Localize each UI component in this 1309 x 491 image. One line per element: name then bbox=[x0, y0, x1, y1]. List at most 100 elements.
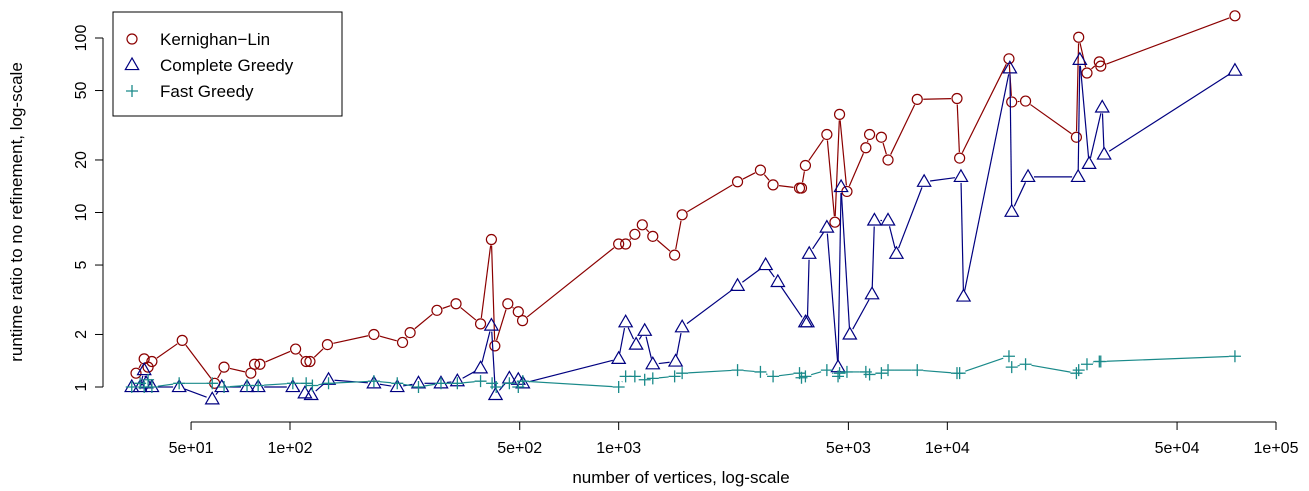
data-point bbox=[412, 381, 425, 393]
data-point bbox=[300, 355, 312, 368]
series-line-segment bbox=[498, 382, 506, 391]
y-tick-label: 20 bbox=[73, 151, 90, 169]
series-line-segment bbox=[1101, 113, 1105, 149]
series-line-segment bbox=[871, 226, 875, 289]
series-line-segment bbox=[424, 383, 436, 387]
data-point bbox=[1070, 367, 1083, 380]
series-line-segment bbox=[157, 383, 174, 387]
series-line-segment bbox=[780, 286, 803, 318]
data-point bbox=[842, 326, 858, 340]
data-point bbox=[754, 365, 767, 378]
x-tick-label: 1e+05 bbox=[1254, 440, 1299, 457]
series-line-segment bbox=[215, 391, 219, 395]
data-point bbox=[799, 314, 816, 328]
data-point bbox=[138, 375, 154, 389]
data-point bbox=[171, 378, 187, 393]
x-tick-label: 5e+01 bbox=[169, 440, 214, 457]
legend-box bbox=[112, 11, 343, 117]
series-line-segment bbox=[403, 383, 413, 387]
data-point bbox=[289, 343, 302, 355]
series-line-segment bbox=[528, 380, 613, 388]
data-point bbox=[866, 212, 883, 226]
data-point bbox=[218, 361, 230, 373]
series-line-segment bbox=[265, 350, 291, 363]
series-line-segment bbox=[763, 174, 770, 181]
data-point bbox=[1094, 355, 1107, 368]
series-line-segment bbox=[826, 140, 835, 217]
data-point bbox=[676, 367, 689, 380]
data-point bbox=[1020, 168, 1036, 183]
data-point bbox=[391, 377, 404, 390]
data-point bbox=[731, 364, 744, 377]
legend-label: Fast Greedy bbox=[160, 82, 254, 101]
data-point bbox=[368, 328, 380, 341]
data-point bbox=[832, 370, 845, 383]
series-line-segment bbox=[619, 328, 626, 354]
data-point bbox=[254, 358, 266, 370]
series-line-segment bbox=[629, 238, 632, 241]
series-line-segment bbox=[491, 331, 496, 390]
series-line-segment bbox=[768, 269, 775, 278]
data-point bbox=[875, 131, 887, 143]
data-point bbox=[882, 364, 895, 377]
series-line-segment bbox=[839, 120, 847, 186]
series-line-segment bbox=[1030, 104, 1072, 135]
series-line-segment bbox=[1089, 113, 1102, 159]
data-point bbox=[1002, 350, 1015, 363]
data-point bbox=[668, 370, 681, 383]
data-point bbox=[485, 233, 498, 246]
data-point bbox=[472, 360, 489, 374]
data-point bbox=[731, 176, 744, 188]
series-line-segment bbox=[1106, 17, 1230, 65]
series-line-segment bbox=[1009, 74, 1013, 206]
data-point bbox=[515, 375, 531, 389]
data-point bbox=[911, 364, 924, 377]
data-point bbox=[646, 372, 659, 385]
series-line-segment bbox=[1079, 65, 1090, 158]
series-line-segment bbox=[379, 381, 392, 384]
data-point bbox=[628, 370, 641, 383]
data-point bbox=[636, 219, 648, 231]
data-point bbox=[321, 338, 334, 351]
series-line-segment bbox=[264, 383, 287, 386]
series-line-segment bbox=[890, 104, 916, 155]
series-line-segment bbox=[645, 228, 650, 233]
series-line-segment bbox=[512, 306, 514, 309]
data-point bbox=[955, 288, 972, 302]
data-point bbox=[674, 319, 690, 333]
legend-marker bbox=[126, 33, 138, 45]
data-point bbox=[833, 178, 849, 193]
series-line-segment bbox=[965, 357, 1004, 372]
series-line-segment bbox=[156, 343, 178, 359]
series-line-segment bbox=[1108, 73, 1231, 152]
series-line-segment bbox=[801, 171, 805, 183]
data-point bbox=[820, 364, 833, 377]
data-point bbox=[1070, 131, 1082, 143]
data-point bbox=[799, 370, 812, 383]
series-line-segment bbox=[812, 232, 825, 250]
series-line-segment bbox=[956, 104, 960, 153]
series-line-segment bbox=[138, 363, 142, 369]
data-point bbox=[474, 318, 487, 330]
data-point bbox=[833, 367, 846, 380]
x-tick-label: 1e+04 bbox=[925, 440, 970, 457]
series-line-segment bbox=[1013, 182, 1027, 207]
data-point bbox=[285, 378, 301, 393]
data-point bbox=[620, 238, 632, 250]
legend: Kernighan−Lin Complete Greedy Fast Greedy bbox=[112, 11, 343, 117]
data-point bbox=[487, 386, 504, 401]
data-point bbox=[829, 216, 841, 228]
data-point bbox=[1004, 203, 1020, 217]
data-point bbox=[1006, 96, 1018, 108]
series-line-segment bbox=[888, 226, 896, 249]
data-point bbox=[795, 182, 808, 194]
series-line-segment bbox=[808, 139, 824, 161]
series-line-segment bbox=[826, 233, 839, 362]
series-line-segment bbox=[480, 245, 492, 319]
series-line-segment bbox=[1106, 355, 1229, 362]
data-point bbox=[754, 164, 767, 176]
series-line-segment bbox=[658, 376, 669, 379]
series-line-segment bbox=[334, 380, 368, 384]
data-point bbox=[911, 93, 923, 105]
data-point bbox=[863, 128, 876, 141]
